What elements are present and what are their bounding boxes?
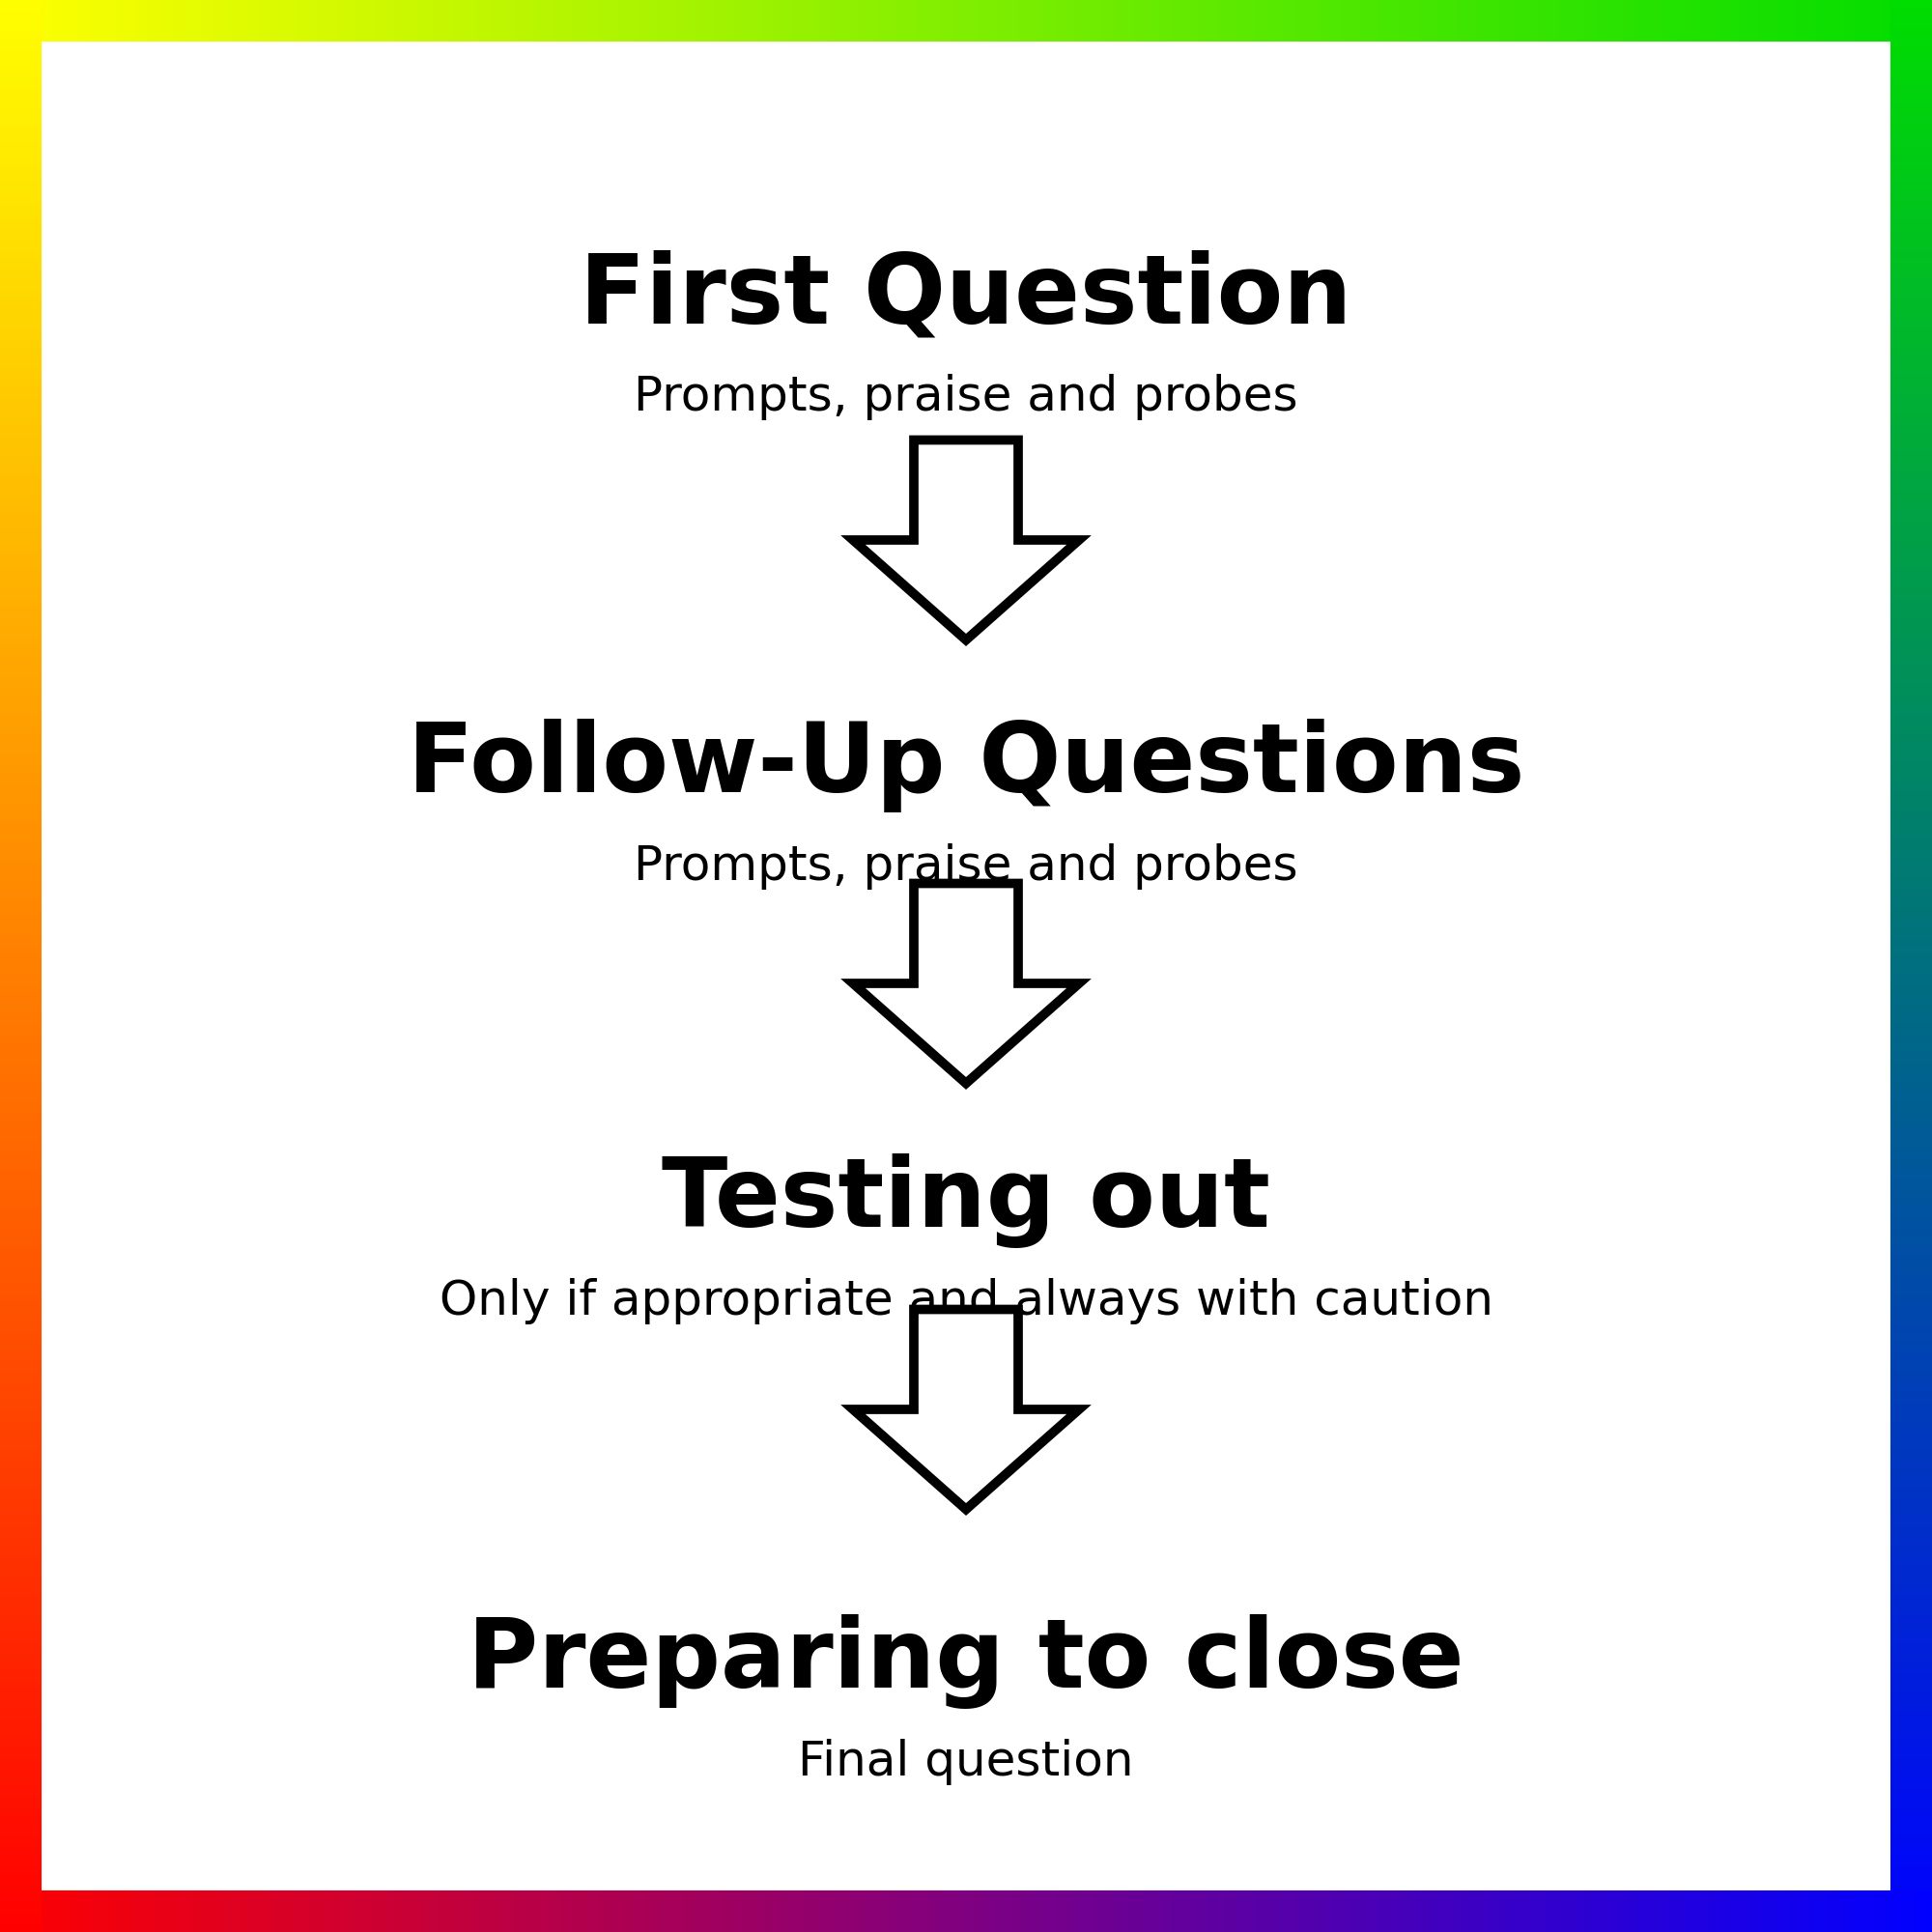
Text: Prompts, praise and probes: Prompts, praise and probes <box>634 844 1298 891</box>
Text: Follow-Up Questions: Follow-Up Questions <box>408 719 1524 813</box>
Polygon shape <box>854 883 1078 1084</box>
Text: Final question: Final question <box>798 1739 1134 1785</box>
Text: Prompts, praise and probes: Prompts, praise and probes <box>634 375 1298 421</box>
Text: Testing out: Testing out <box>663 1153 1269 1248</box>
Polygon shape <box>854 1310 1078 1509</box>
Polygon shape <box>854 440 1078 639</box>
Text: Only if appropriate and always with caution: Only if appropriate and always with caut… <box>439 1279 1493 1325</box>
Text: Preparing to close: Preparing to close <box>468 1615 1464 1708</box>
Text: First Question: First Question <box>580 249 1352 344</box>
